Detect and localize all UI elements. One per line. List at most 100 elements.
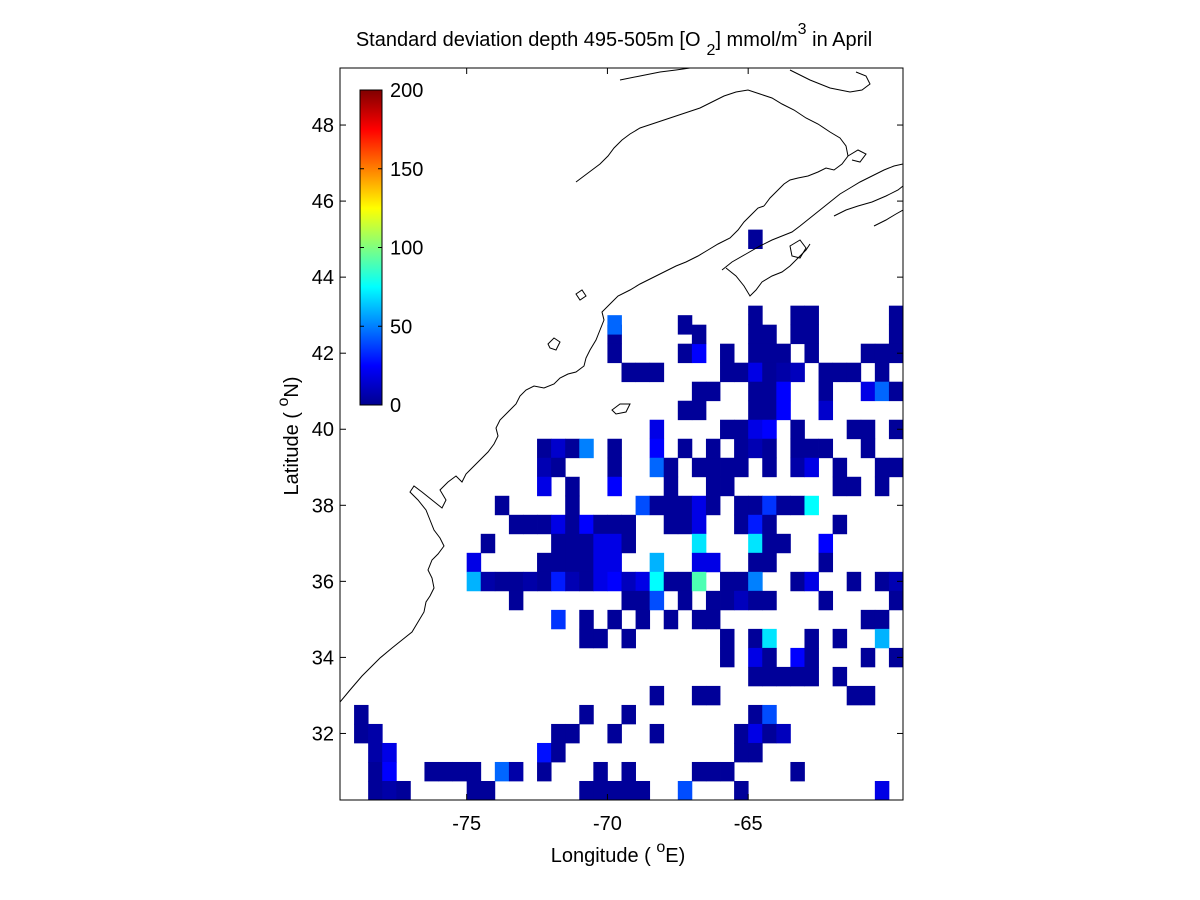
heatmap-cell xyxy=(720,457,735,478)
x-axis-label: Longitude ( oE) xyxy=(551,839,686,867)
heatmap-cell xyxy=(565,533,580,554)
heatmap-cell xyxy=(705,552,721,573)
heatmap-cell xyxy=(705,476,721,497)
heatmap-cell xyxy=(691,609,707,630)
heatmap-cell xyxy=(691,571,707,592)
heatmap-cell xyxy=(818,400,834,421)
heatmap-cell xyxy=(593,628,608,649)
heatmap-cell xyxy=(635,780,651,800)
heatmap-cell xyxy=(649,438,665,459)
heatmap-cell xyxy=(494,761,510,782)
heatmap-cell xyxy=(691,457,707,478)
colorbar-tick-label: 100 xyxy=(390,238,423,260)
heatmap-cell xyxy=(663,571,679,592)
heatmap-cell xyxy=(888,324,903,345)
heatmap-cell xyxy=(748,704,763,725)
heatmap-cell xyxy=(832,628,848,649)
heatmap-cell xyxy=(846,476,862,497)
heatmap-cell xyxy=(649,495,665,516)
heatmap-cell xyxy=(677,400,693,421)
heatmap-cell xyxy=(579,438,594,459)
heatmap-cell xyxy=(860,609,876,630)
heatmap-cell xyxy=(579,552,594,573)
heatmap-cell xyxy=(748,324,763,345)
heatmap-cell xyxy=(860,419,876,440)
heatmap-cell xyxy=(551,552,566,573)
heatmap-cell xyxy=(635,495,651,516)
heatmap-cell xyxy=(762,628,777,649)
heatmap-cell xyxy=(874,609,890,630)
heatmap-cell xyxy=(368,742,383,763)
heatmap-cell xyxy=(748,438,763,459)
heatmap-cell xyxy=(663,476,679,497)
colorbar-ticks: 0 50 100 150 200 xyxy=(360,80,423,417)
heatmap-cell xyxy=(607,343,622,364)
heatmap-cell xyxy=(860,381,876,402)
heatmap-cell xyxy=(522,514,538,535)
heatmap-cell xyxy=(691,514,707,535)
heatmap-cell xyxy=(734,362,749,383)
heatmap-cell xyxy=(748,723,763,744)
heatmap-cell xyxy=(480,533,496,554)
heatmap-cell xyxy=(888,305,903,326)
heatmap-cell xyxy=(818,362,834,383)
heatmap-cell xyxy=(663,514,679,535)
heatmap-cell xyxy=(551,533,566,554)
heatmap-cell xyxy=(649,457,665,478)
heatmap-cell xyxy=(860,343,876,364)
heatmap-cell xyxy=(649,723,665,744)
heatmap-cell xyxy=(762,533,777,554)
heatmap-cell xyxy=(888,381,903,402)
y-tick-label: 34 xyxy=(312,647,334,669)
heatmap-cell xyxy=(762,666,777,687)
heatmap-cell xyxy=(762,324,777,345)
heatmap-cell xyxy=(677,495,693,516)
heatmap-cell xyxy=(790,495,805,516)
heatmap-cell xyxy=(888,457,903,478)
heatmap-cell xyxy=(593,533,608,554)
heatmap-cell xyxy=(720,419,735,440)
heatmap-cell xyxy=(593,761,608,782)
heatmap-cell xyxy=(621,514,636,535)
heatmap-cell xyxy=(677,514,693,535)
heatmap-cell xyxy=(790,362,805,383)
heatmap-cell xyxy=(537,742,552,763)
heatmap-cell xyxy=(776,666,791,687)
heatmap-cell xyxy=(705,761,721,782)
heatmap-cell xyxy=(790,761,805,782)
heatmap-cell xyxy=(705,438,721,459)
heatmap-cell xyxy=(748,305,763,326)
y-axis-label: Latitude ( oN) xyxy=(275,377,303,496)
heatmap-cell xyxy=(874,343,890,364)
heatmap-cell xyxy=(621,362,636,383)
heatmap-cell xyxy=(607,457,622,478)
heatmap-cell xyxy=(705,457,721,478)
heatmap-cell xyxy=(818,590,834,611)
heatmap-cell xyxy=(748,343,763,364)
heatmap-cell xyxy=(874,476,890,497)
axes-box xyxy=(339,67,904,801)
heatmap-cell xyxy=(579,571,594,592)
y-tick-label: 36 xyxy=(312,571,334,593)
heatmap-cell xyxy=(649,685,665,706)
y-tick-label: 48 xyxy=(312,115,334,137)
heatmap-cell xyxy=(762,381,777,402)
heatmap-cell xyxy=(874,628,890,649)
heatmap-cell xyxy=(790,324,805,345)
heatmap-cell xyxy=(846,419,862,440)
heatmap-cell xyxy=(790,647,805,668)
heatmap-cell xyxy=(734,571,749,592)
heatmap-cell xyxy=(888,419,903,440)
heatmap-cell xyxy=(790,457,805,478)
x-tick-label: -75 xyxy=(452,813,481,835)
heatmap-cell xyxy=(537,476,552,497)
heatmap-cell xyxy=(551,742,566,763)
heatmap-cell xyxy=(818,381,834,402)
heatmap-cell xyxy=(748,229,763,250)
heatmap-cell xyxy=(607,533,622,554)
heatmap-cell xyxy=(748,552,763,573)
heatmap-cell xyxy=(494,495,510,516)
heatmap-cell xyxy=(649,590,665,611)
heatmap-cell xyxy=(762,723,777,744)
